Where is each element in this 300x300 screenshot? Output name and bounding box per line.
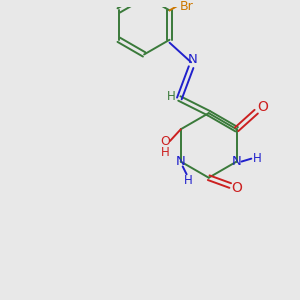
Text: H: H: [253, 152, 262, 165]
Text: O: O: [258, 100, 268, 114]
Text: N: N: [232, 155, 242, 168]
Text: H: H: [167, 90, 176, 103]
Text: H: H: [161, 146, 170, 159]
Text: H: H: [184, 174, 193, 187]
Text: O: O: [232, 182, 242, 196]
Text: Br: Br: [180, 0, 194, 13]
Text: N: N: [176, 155, 186, 168]
Text: O: O: [160, 136, 170, 148]
Text: N: N: [188, 53, 198, 66]
